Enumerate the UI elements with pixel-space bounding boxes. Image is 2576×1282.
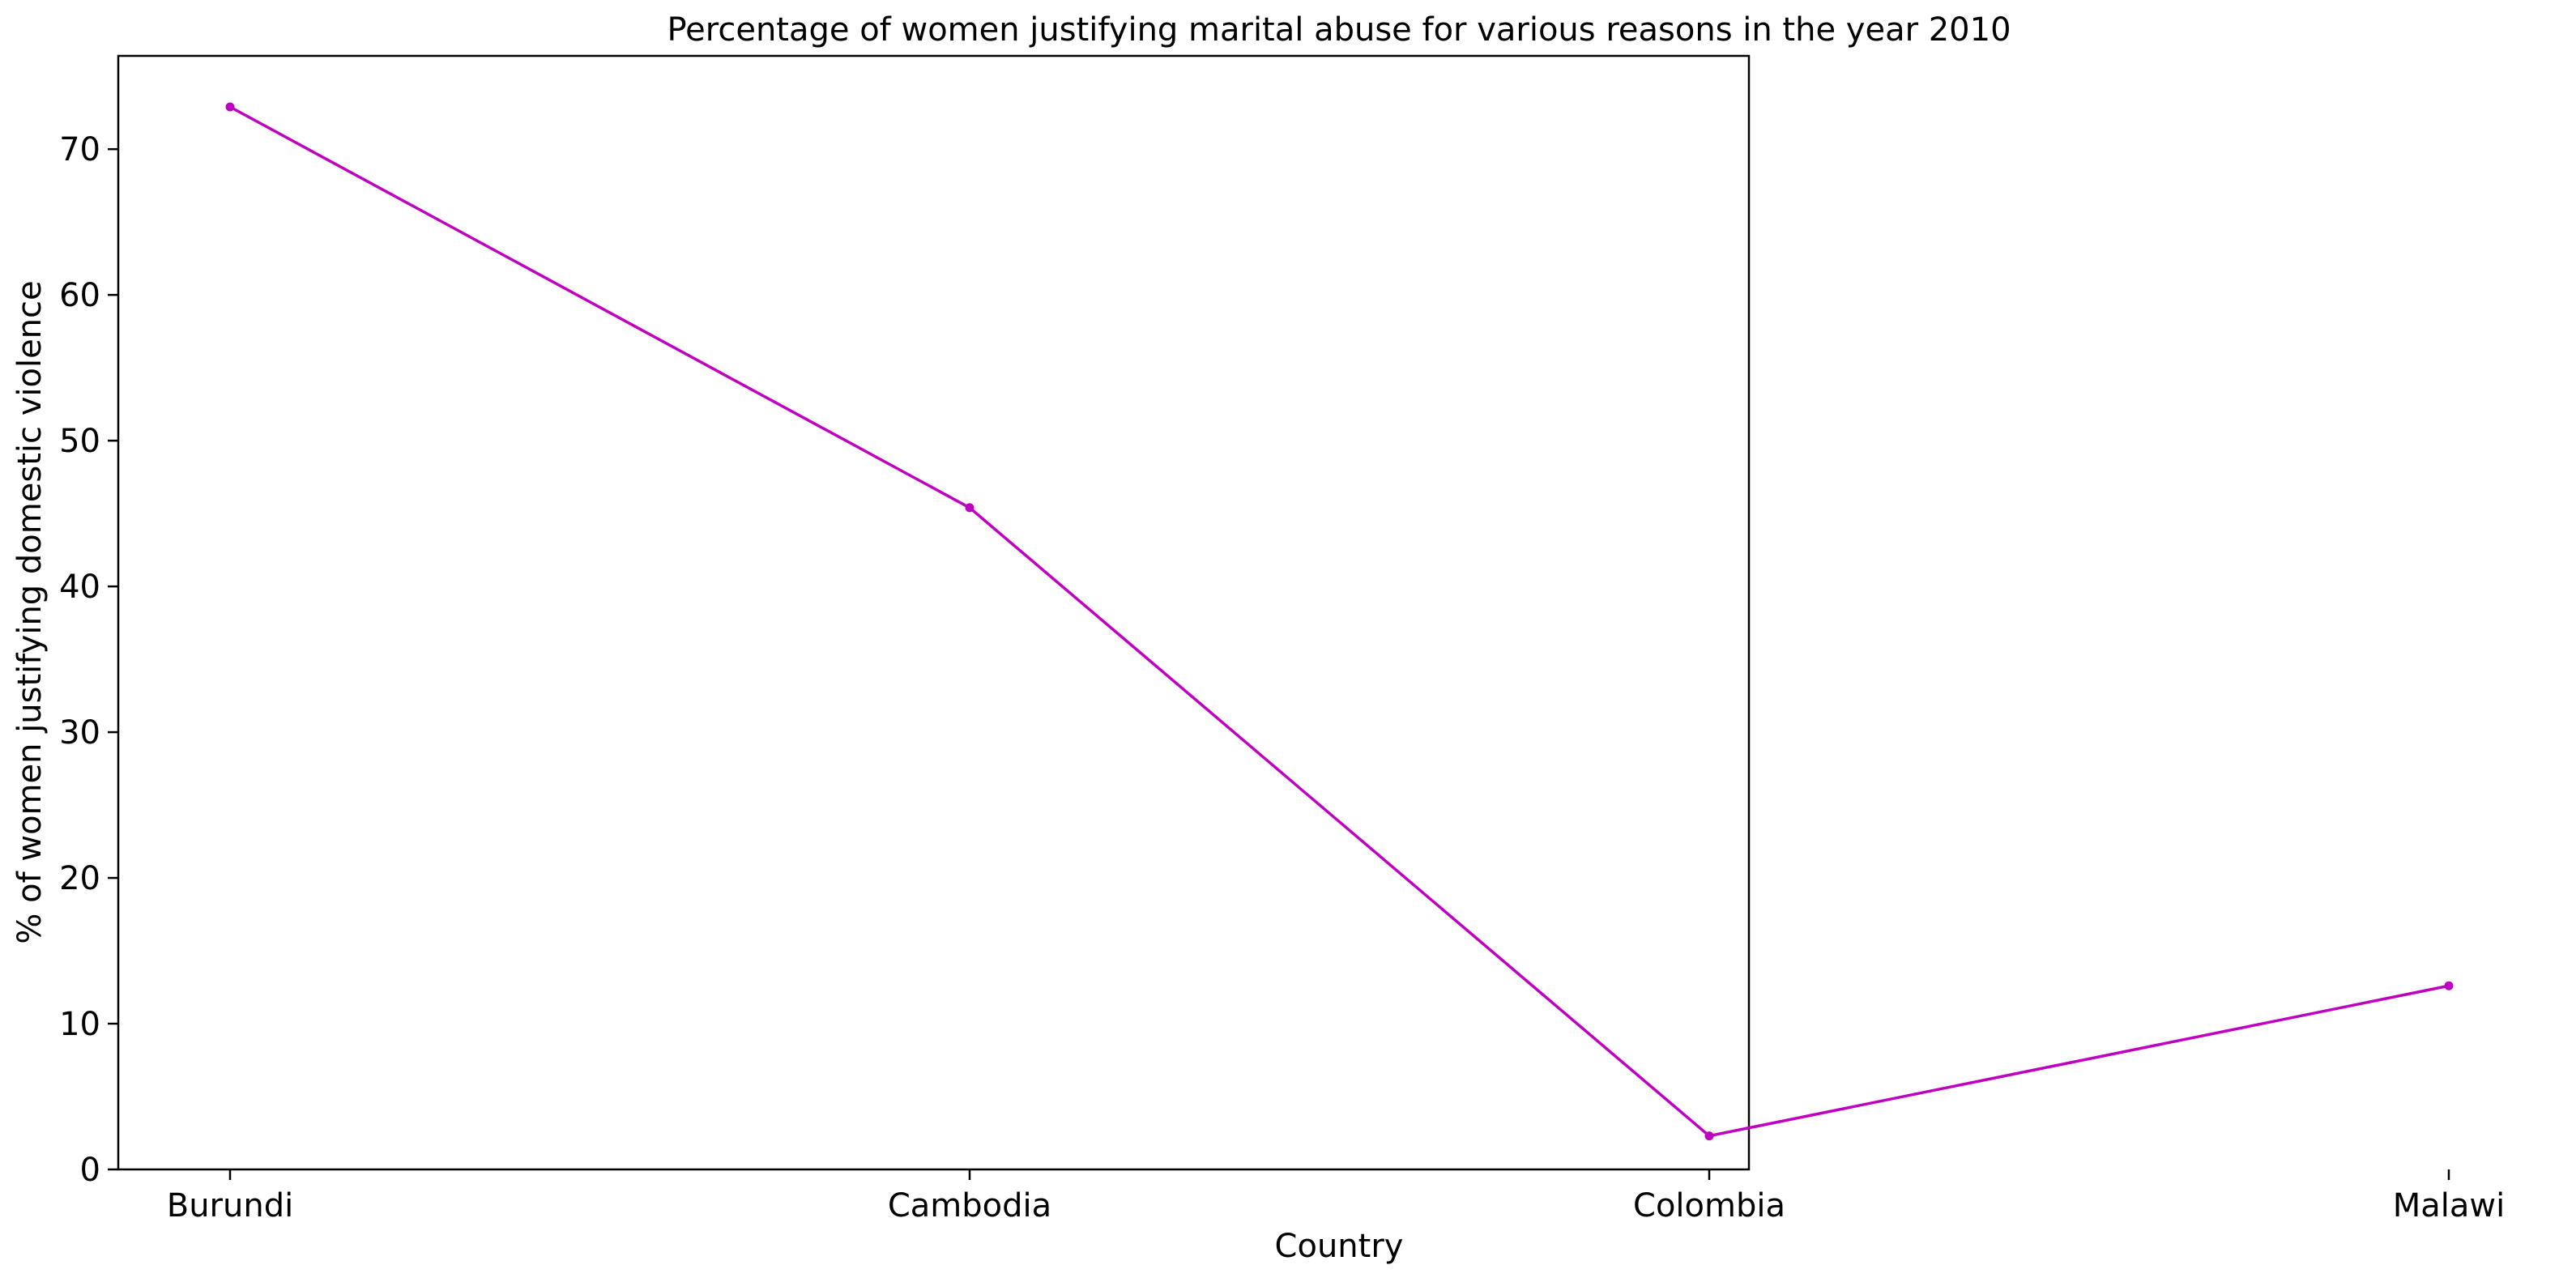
y-axis-label: % of women justifying domestic violence [11,280,49,943]
y-tick-label: 20 [59,860,100,897]
y-tick-label: 30 [59,714,100,752]
x-tick-label: Malawi [2393,1187,2505,1225]
x-axis-ticks: Burundi Cambodia Colombia Malawi [167,1169,2505,1225]
data-point [225,102,235,112]
x-tick-label: Colombia [1633,1187,1785,1225]
x-tick-label: Cambodia [888,1187,1051,1225]
y-tick-label: 60 [59,277,100,314]
chart-title: Percentage of women justifying marital a… [667,11,2011,49]
y-tick-label: 50 [59,423,100,460]
data-point [965,503,975,513]
series-line [229,105,2450,1138]
x-tick-label: Burundi [167,1187,293,1225]
y-tick-label: 40 [59,569,100,606]
y-tick-label: 0 [80,1152,100,1189]
data-point [1704,1131,1714,1141]
y-axis-ticks: 0 10 20 30 40 50 60 70 [59,131,118,1189]
data-point [2444,981,2454,990]
y-tick-label: 10 [59,1006,100,1043]
x-axis-label: Country [1275,1228,1404,1265]
series-points [225,102,2454,1141]
y-tick-label: 70 [59,131,100,168]
plot-area [117,54,1751,1171]
